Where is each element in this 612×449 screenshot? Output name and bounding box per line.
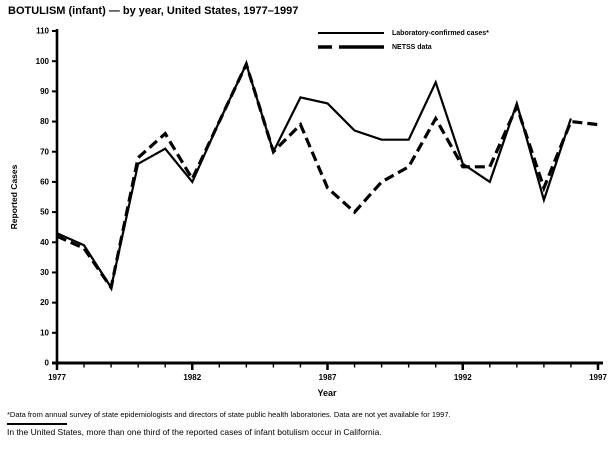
y-tick-label: 20	[40, 298, 49, 307]
x-tick-label: 1997	[589, 373, 607, 382]
y-tick-label: 50	[40, 208, 49, 217]
y-tick-label: 0	[45, 359, 50, 368]
y-tick-label: 30	[40, 268, 49, 277]
legend: Laboratory-confirmed cases* NETSS data	[318, 26, 489, 54]
y-tick-label: 90	[40, 87, 49, 96]
series-line-netss	[56, 59, 599, 292]
legend-item-laboratory-confirmed: Laboratory-confirmed cases*	[318, 26, 489, 40]
y-axis-title: Reported Cases	[9, 164, 19, 230]
dashed-line-icon	[318, 45, 384, 49]
x-tick-label: 1992	[454, 373, 472, 382]
legend-item-netss: NETSS data	[318, 40, 489, 54]
series-line-laboratory-confirmed	[56, 61, 572, 291]
footnote-divider	[7, 423, 67, 425]
y-tick-label: 80	[40, 117, 49, 126]
y-tick-label: 10	[40, 328, 49, 337]
y-tick-label: 40	[40, 238, 49, 247]
legend-label-netss: NETSS data	[392, 43, 432, 51]
legend-label-laboratory-confirmed: Laboratory-confirmed cases*	[392, 29, 489, 37]
footnote-lab-data: *Data from annual survey of state epidem…	[7, 410, 451, 419]
footnote-california: In the United States, more than one thir…	[7, 427, 382, 437]
x-tick-label: 1982	[183, 373, 201, 382]
y-tick-label: 70	[40, 147, 49, 156]
chart-title: BOTULISM (infant) — by year, United Stat…	[8, 5, 299, 17]
solid-line-icon	[318, 32, 384, 34]
x-tick-label: 1977	[48, 373, 66, 382]
x-tick-label: 1987	[319, 373, 337, 382]
y-tick-label: 110	[36, 27, 49, 36]
y-tick-label: 60	[40, 178, 49, 187]
x-axis-title: Year	[317, 388, 337, 398]
y-tick-label: 100	[36, 57, 50, 66]
